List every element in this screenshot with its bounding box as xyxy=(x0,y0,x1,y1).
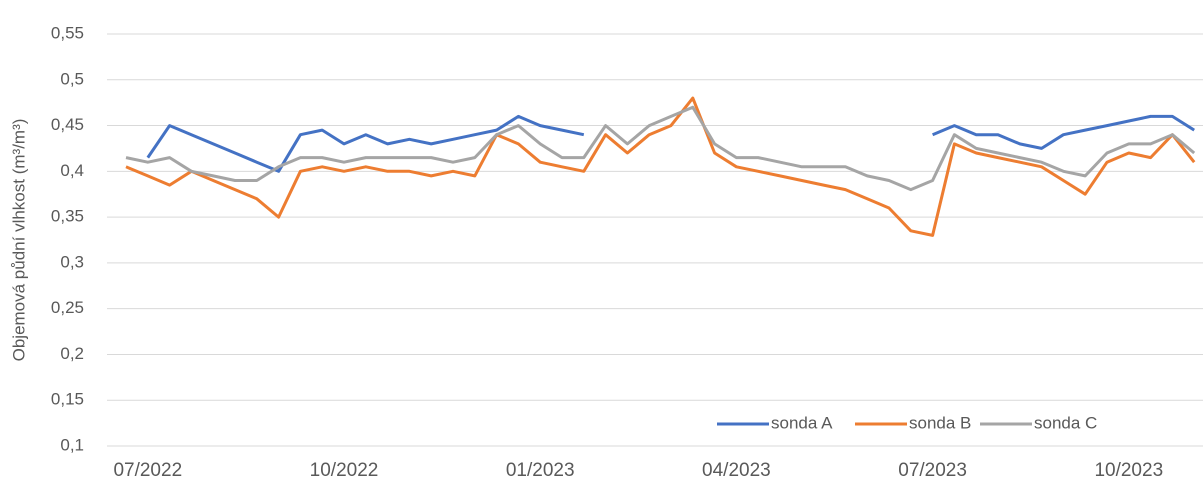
y-axis-label: Objemová půdní vlhkost (m³/m³) xyxy=(9,119,28,362)
y-tick-label: 0,55 xyxy=(51,23,84,42)
y-tick-label: 0,25 xyxy=(51,298,84,317)
x-tick-label: 04/2023 xyxy=(702,460,771,481)
x-tick-label: 07/2022 xyxy=(113,460,182,481)
y-tick-label: 0,4 xyxy=(60,161,84,180)
x-tick-label: 01/2023 xyxy=(506,460,575,481)
y-tick-label: 0,2 xyxy=(60,344,84,363)
series-line xyxy=(125,96,1196,237)
x-tick-label: 10/2022 xyxy=(310,460,379,481)
y-tick-label: 0,3 xyxy=(60,252,84,271)
series-line xyxy=(125,105,1196,192)
y-tick-label: 0,5 xyxy=(60,69,84,88)
y-tick-label: 0,35 xyxy=(51,207,84,226)
x-tick-label: 07/2023 xyxy=(898,460,967,481)
legend-label: sonda A xyxy=(771,413,833,432)
y-tick-label: 0,1 xyxy=(60,435,84,454)
x-tick-label: 10/2023 xyxy=(1094,460,1163,481)
legend-label: sonda B xyxy=(909,413,971,432)
series-line xyxy=(146,114,1195,173)
legend-label: sonda C xyxy=(1034,413,1097,432)
y-tick-label: 0,45 xyxy=(51,115,84,134)
y-tick-label: 0,15 xyxy=(51,390,84,409)
